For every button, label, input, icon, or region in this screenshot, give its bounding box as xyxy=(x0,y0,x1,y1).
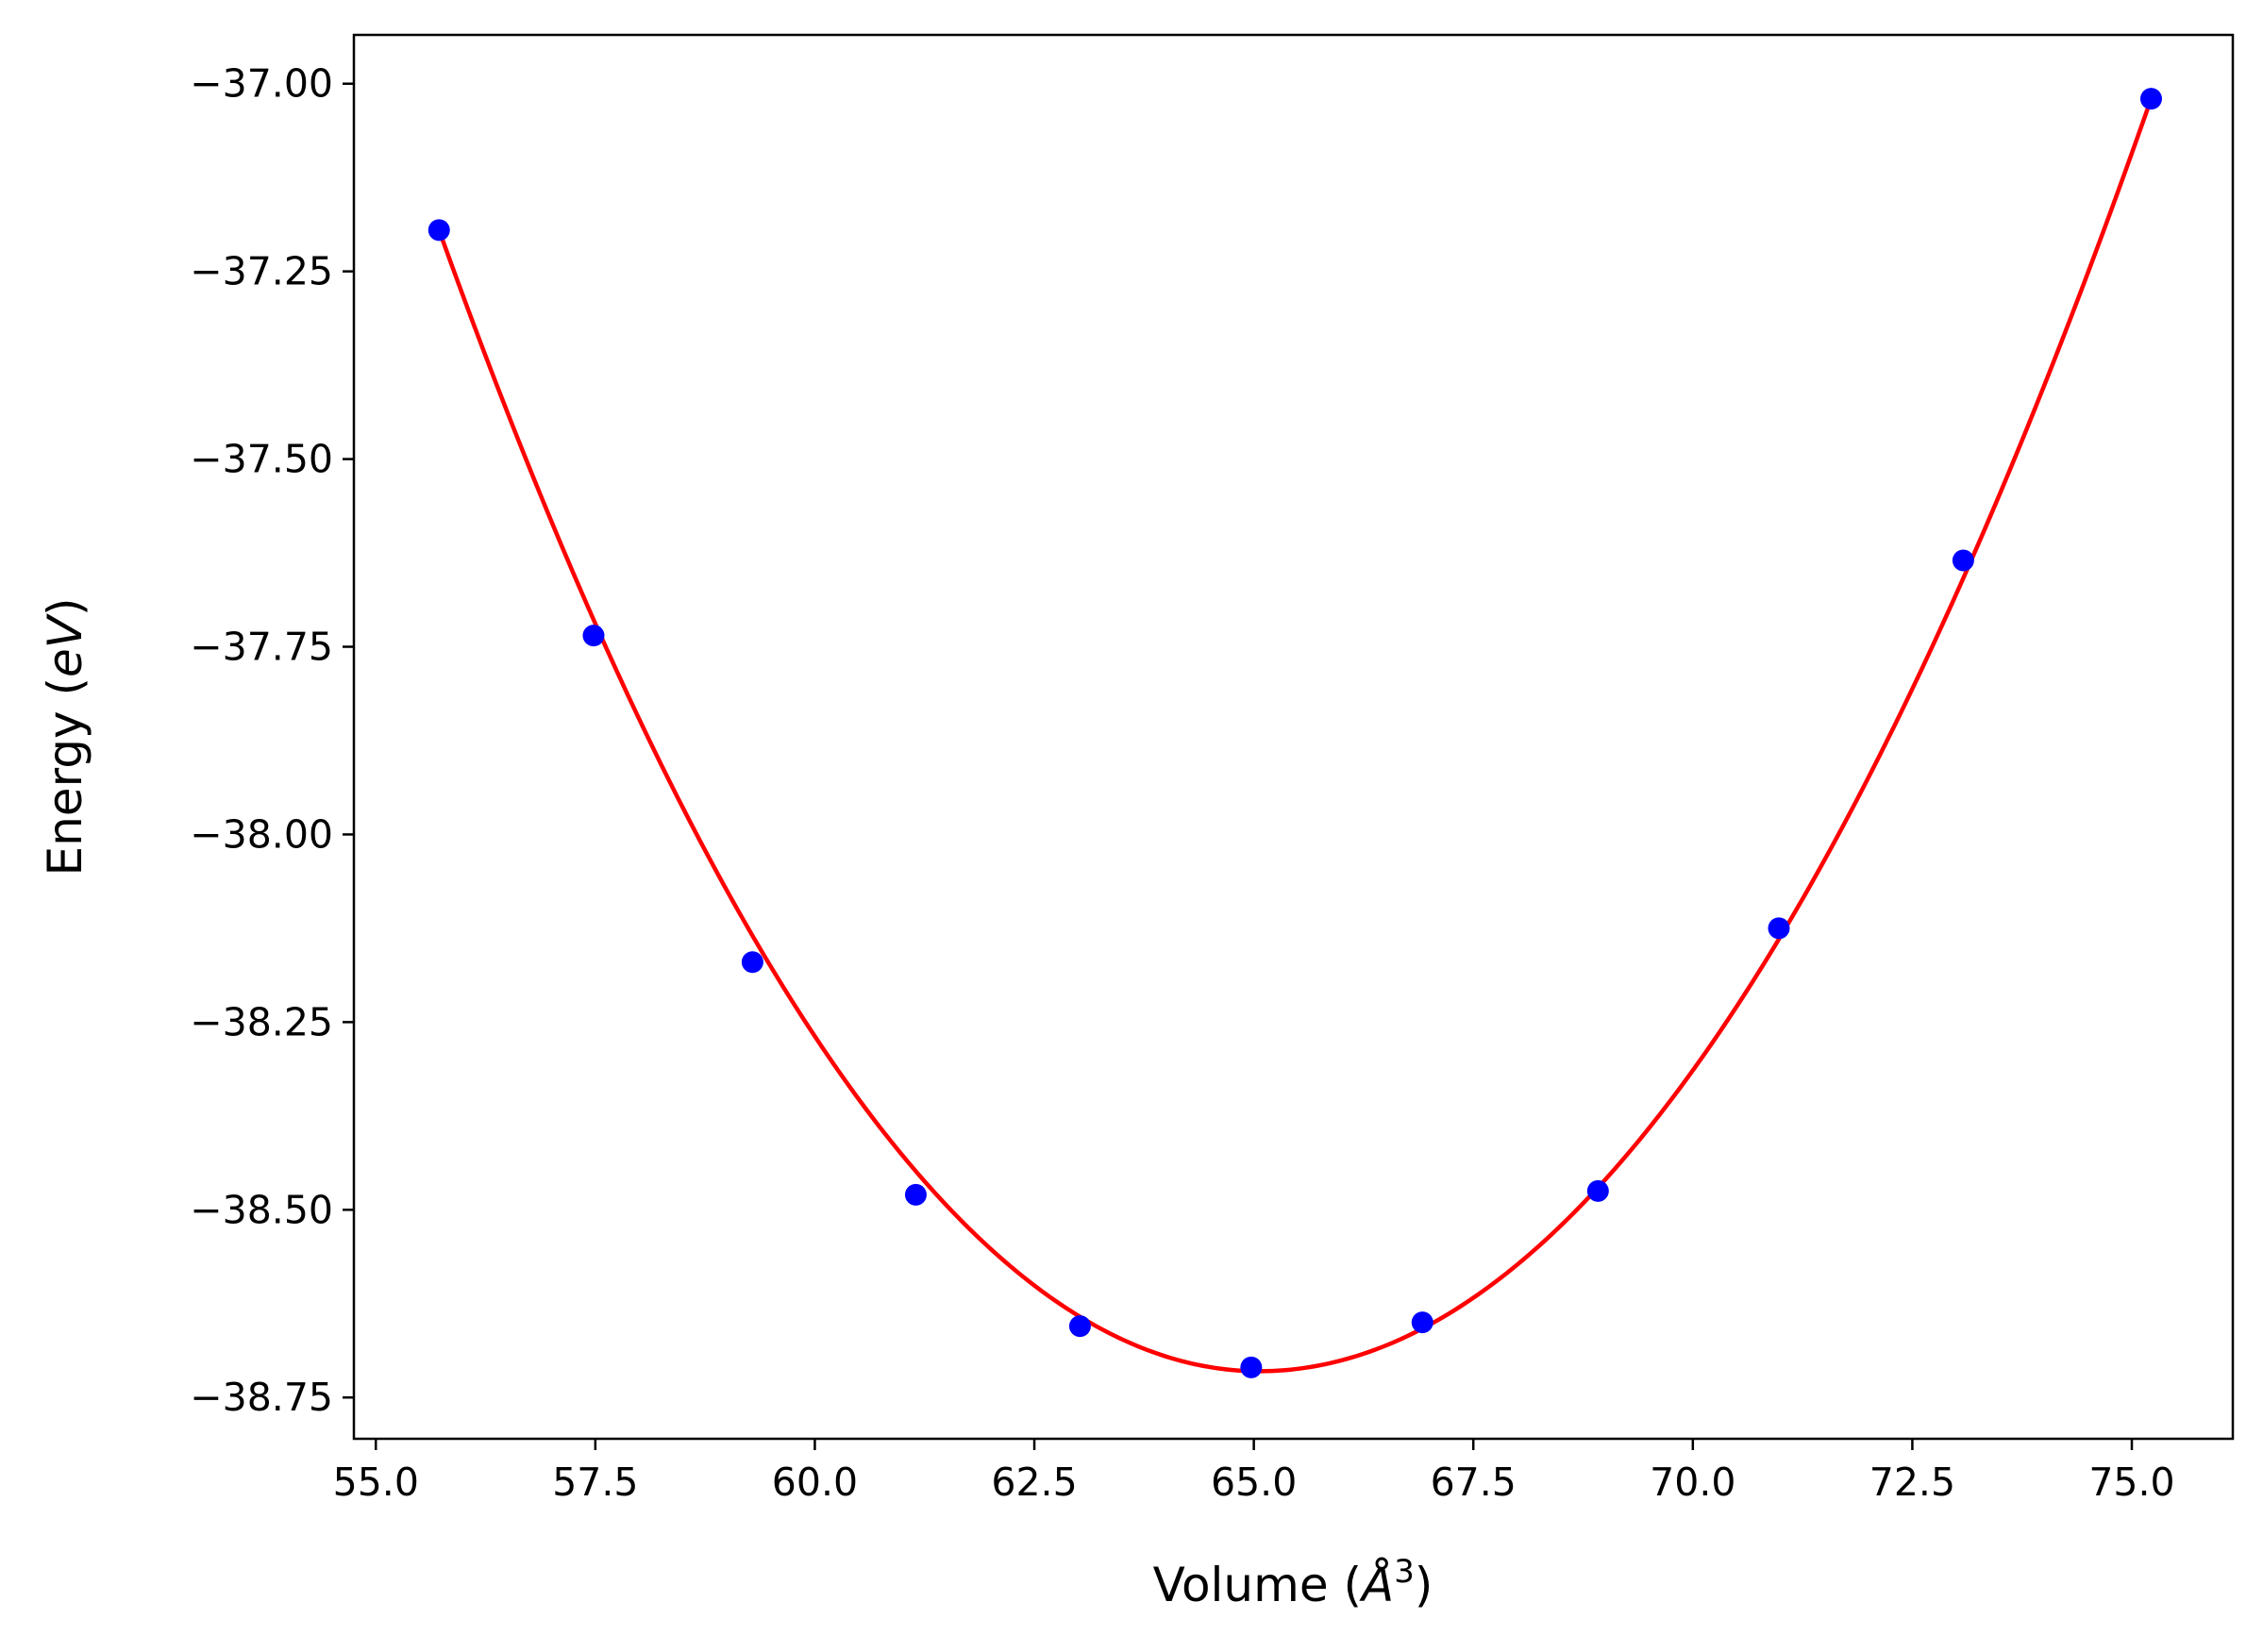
data-point xyxy=(2139,88,2162,110)
x-axis-label-suffix: ) xyxy=(1415,1558,1433,1612)
y-axis-ticks: −37.00 −37.25 −37.50 −37.75 −38.00 −38.25 −38.… xyxy=(190,61,354,1420)
data-point xyxy=(427,219,450,242)
y-axis-label-prefix: Energy ( xyxy=(38,677,92,876)
data-point xyxy=(1768,917,1790,940)
x-tick-label: 60.0 xyxy=(772,1460,858,1505)
x-axis-label: Volume (Å3) xyxy=(1153,1553,1433,1612)
data-point xyxy=(1411,1311,1433,1334)
x-tick-label: 57.5 xyxy=(552,1460,638,1505)
x-axis-label-exponent: 3 xyxy=(1394,1553,1415,1591)
data-point xyxy=(741,951,763,974)
y-tick-label: −37.25 xyxy=(190,249,333,294)
y-tick-label: −37.75 xyxy=(190,625,333,670)
x-axis-label-prefix: Volume ( xyxy=(1153,1558,1362,1612)
x-axis-label-unit: Å xyxy=(1359,1558,1394,1612)
data-point xyxy=(904,1183,927,1206)
data-point xyxy=(1068,1315,1091,1338)
y-axis-label-unit: eV xyxy=(38,612,92,677)
y-tick-label: −38.00 xyxy=(190,811,333,857)
y-tick-label: −38.75 xyxy=(190,1375,333,1420)
x-tick-label: 70.0 xyxy=(1650,1460,1735,1505)
x-axis-ticks: 55.0 57.5 60.0 62.5 65.0 67.5 70.0 72.5 75.0 xyxy=(333,1439,2175,1505)
y-axis-label: Energy (eV) xyxy=(38,598,92,876)
fit-curve xyxy=(437,96,2154,1374)
y-tick-label: −37.00 xyxy=(190,61,333,107)
y-tick-label: −38.50 xyxy=(190,1187,333,1232)
x-tick-label: 67.5 xyxy=(1431,1460,1517,1505)
y-tick-label: −38.25 xyxy=(190,999,333,1044)
x-tick-label: 55.0 xyxy=(333,1460,419,1505)
y-tick-label: −37.50 xyxy=(190,437,333,482)
data-point xyxy=(1952,549,1974,572)
x-tick-label: 75.0 xyxy=(2088,1460,2174,1505)
y-axis-label-suffix: ) xyxy=(38,598,92,617)
data-point xyxy=(1240,1356,1263,1378)
x-tick-label: 72.5 xyxy=(1869,1460,1955,1505)
plot-layer xyxy=(427,88,2162,1378)
data-point xyxy=(1586,1179,1609,1202)
x-tick-label: 65.0 xyxy=(1211,1460,1297,1505)
data-point xyxy=(582,625,605,647)
x-tick-label: 62.5 xyxy=(991,1460,1077,1505)
plot-frame xyxy=(352,33,2235,1441)
